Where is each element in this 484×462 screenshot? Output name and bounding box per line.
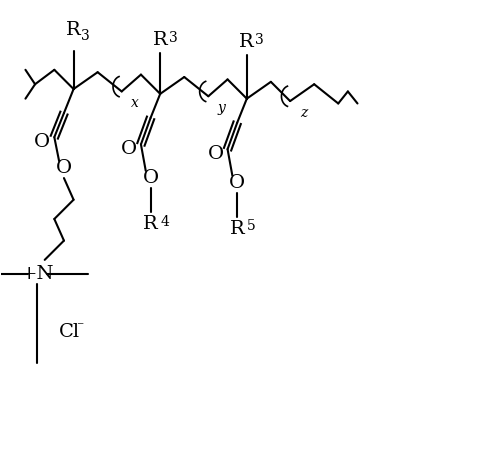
Text: O: O — [229, 174, 245, 192]
Text: x: x — [131, 96, 139, 110]
Text: +N: +N — [21, 265, 54, 283]
Text: O: O — [56, 159, 72, 177]
Text: R: R — [143, 215, 158, 233]
Text: 5: 5 — [247, 219, 256, 233]
Text: R: R — [66, 20, 81, 38]
Text: Cl: Cl — [59, 323, 80, 341]
Text: ⁻: ⁻ — [76, 320, 83, 334]
Text: 3: 3 — [169, 31, 178, 45]
Text: O: O — [142, 169, 159, 187]
Text: R: R — [240, 33, 254, 51]
Text: O: O — [208, 145, 224, 163]
Text: O: O — [121, 140, 137, 158]
Text: y: y — [218, 101, 226, 115]
Text: 3: 3 — [256, 33, 264, 47]
Text: R: R — [230, 219, 244, 237]
Text: 3: 3 — [81, 29, 90, 43]
Text: R: R — [153, 31, 167, 49]
Text: z: z — [300, 106, 307, 120]
Text: 4: 4 — [160, 214, 169, 229]
Text: O: O — [34, 133, 50, 151]
